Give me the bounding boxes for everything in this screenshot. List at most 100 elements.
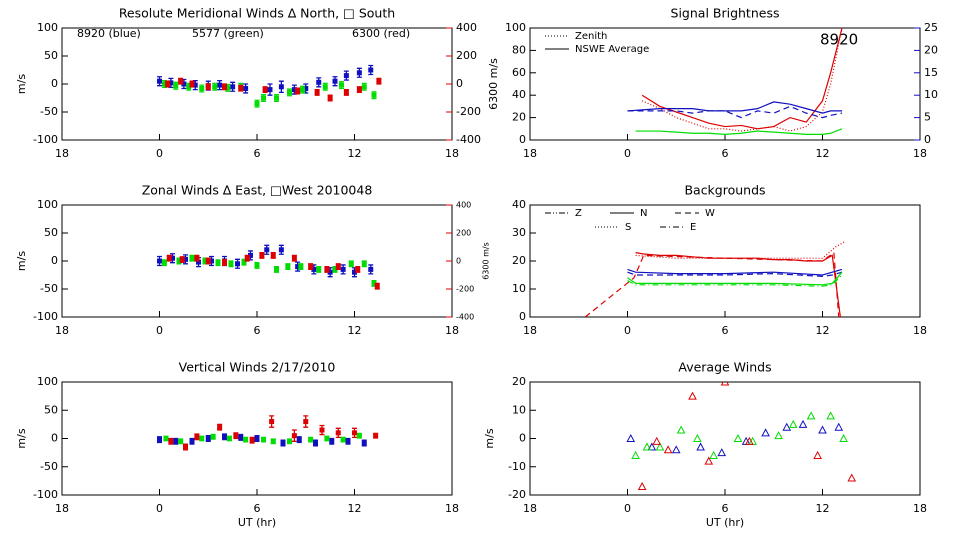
data-point — [173, 438, 179, 444]
data-point — [261, 95, 266, 101]
legend-label: N — [640, 208, 647, 219]
data-point — [663, 445, 673, 454]
data-point — [373, 433, 379, 439]
x-tick-label: 12 — [816, 147, 830, 160]
data-point — [671, 445, 681, 454]
y2-tick-label: -200 — [456, 285, 474, 294]
data-point — [316, 266, 322, 272]
data-point — [186, 84, 192, 90]
series-line — [635, 240, 846, 259]
data-point — [308, 264, 314, 270]
data-point — [209, 258, 214, 264]
data-point — [165, 81, 171, 87]
x-tick-label: 0 — [156, 147, 163, 160]
y-tick-label: 100 — [505, 21, 526, 34]
y-tick-label: 0 — [519, 310, 526, 323]
data-point — [361, 261, 367, 267]
legend-label: S — [625, 222, 631, 233]
data-point — [324, 266, 330, 272]
y-tick-label: 50 — [44, 403, 58, 416]
data-point — [249, 437, 255, 443]
data-point — [329, 438, 335, 444]
data-point — [361, 440, 367, 446]
series-line — [627, 271, 843, 278]
data-point — [332, 78, 338, 84]
y2-tick-label: 5 — [924, 111, 931, 124]
x-tick-label: 6 — [254, 324, 261, 337]
y-tick-label: 20 — [512, 375, 526, 388]
data-point — [222, 259, 227, 265]
y2-tick-label: 0 — [456, 257, 461, 266]
y2-axis-label: 6300 m/s — [487, 58, 500, 110]
x-tick-label: 0 — [624, 147, 631, 160]
data-point — [313, 440, 318, 446]
series-line — [627, 105, 843, 119]
y2-axis-label: 6300 m/s — [482, 242, 491, 280]
y2-tick-label: -400 — [456, 133, 481, 146]
y-axis-label: m/s — [15, 74, 28, 94]
x-tick-label: 6 — [722, 147, 729, 160]
x-tick-label: 12 — [348, 147, 362, 160]
y-tick-label: -100 — [33, 310, 58, 323]
data-point — [368, 266, 374, 272]
y-tick-label: -50 — [40, 460, 58, 473]
data-point — [345, 438, 351, 444]
legend-label: Zenith — [575, 31, 607, 42]
data-point — [655, 442, 665, 451]
data-point — [285, 264, 291, 270]
data-point — [696, 442, 705, 451]
y-tick-label: 0 — [51, 254, 58, 267]
y-tick-label: 80 — [512, 43, 526, 56]
y-tick-label: 10 — [512, 282, 526, 295]
x-tick-label: 0 — [156, 324, 163, 337]
x-tick-label: 12 — [348, 502, 362, 515]
data-point — [168, 438, 174, 444]
chart-title: Signal Brightness — [671, 6, 780, 21]
y-tick-label: 100 — [37, 198, 58, 211]
y-tick-label: 20 — [512, 254, 526, 267]
data-point — [205, 436, 211, 441]
data-point — [335, 430, 341, 436]
data-point — [295, 88, 301, 94]
data-point — [241, 259, 247, 265]
data-point — [199, 85, 205, 91]
data-point — [243, 85, 249, 91]
data-point — [278, 84, 284, 90]
data-point — [798, 419, 808, 428]
series-line — [627, 274, 843, 287]
x-tick-label: 6 — [722, 502, 729, 515]
y-tick-label: 100 — [37, 375, 58, 388]
data-point — [274, 95, 279, 101]
data-point — [676, 425, 686, 434]
data-point — [196, 259, 201, 265]
data-point — [238, 434, 244, 440]
x-axis-label: UT (hr) — [238, 516, 276, 529]
y2-tick-label: 400 — [456, 201, 471, 210]
data-point — [303, 85, 309, 91]
data-point — [339, 82, 344, 88]
data-point — [826, 411, 835, 420]
y-tick-label: 100 — [37, 21, 58, 34]
data-point — [170, 255, 175, 261]
series-line — [641, 28, 843, 130]
data-point — [238, 85, 244, 91]
data-point — [226, 436, 232, 441]
data-point — [287, 438, 292, 444]
data-point — [371, 92, 377, 98]
data-point — [637, 481, 647, 491]
x-tick-label: 12 — [348, 324, 362, 337]
data-point — [189, 438, 195, 444]
y2-tick-label: 15 — [924, 66, 938, 79]
data-point — [642, 442, 652, 451]
data-point — [181, 81, 187, 87]
x-tick-label: 18 — [523, 502, 537, 515]
chart-title: Average Winds — [678, 360, 771, 375]
data-point — [278, 247, 284, 253]
x-tick-label: 0 — [624, 502, 631, 515]
y-axis-label: m/s — [483, 428, 496, 448]
x-tick-label: 6 — [254, 147, 261, 160]
data-point — [264, 247, 270, 253]
plot-area — [157, 415, 379, 451]
y2-tick-label: 200 — [456, 229, 471, 238]
